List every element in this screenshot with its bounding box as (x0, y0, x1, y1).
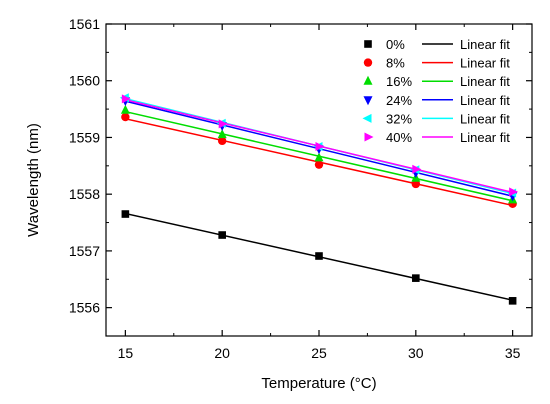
data-point-16pct (120, 104, 130, 114)
legend-marker-24pct (363, 96, 373, 106)
y-tick-label: 1556 (69, 300, 100, 316)
legend-fit-label-16pct: Linear fit (460, 74, 510, 89)
legend-label-32pct: 32% (386, 111, 412, 126)
x-tick-label: 30 (408, 345, 424, 361)
data-point-0pct (218, 231, 226, 239)
plot-area: 15 20 25 30 35 1556 1557 1558 1559 1560 1561 0% Line… (69, 16, 533, 361)
x-tick-label: 25 (311, 345, 327, 361)
data-point-8pct (121, 112, 130, 122)
x-tick-label: 20 (214, 345, 230, 361)
x-axis-label: Temperature (°C) (261, 375, 376, 392)
legend-fit-label-8pct: Linear fit (460, 56, 510, 71)
legend-fit-label-0pct: Linear fit (460, 37, 510, 52)
legend-marker-8pct (363, 58, 373, 67)
x-tick-label: 35 (505, 345, 521, 361)
legend-fit-label-40pct: Linear fit (460, 130, 510, 145)
x-tick-label: 15 (118, 345, 134, 361)
y-tick-label: 1559 (69, 129, 100, 145)
legend-marker-16pct (363, 75, 373, 85)
legend-marker-32pct (362, 113, 372, 123)
y-axis-label: Wavelength (nm) (25, 123, 42, 237)
data-point-0pct (121, 210, 130, 218)
data-point-8pct (411, 179, 421, 189)
plot-frame (105, 23, 533, 337)
data-point-0pct (412, 274, 420, 282)
data-point-16pct (314, 152, 324, 162)
y-tick-label: 1561 (69, 16, 100, 32)
legend-label-40pct: 40% (386, 130, 412, 145)
y-tick-label: 1557 (69, 243, 100, 259)
data-point-16pct (217, 129, 227, 139)
legend-fit-label-24pct: Linear fit (460, 93, 510, 108)
data-point-40pct (412, 164, 422, 174)
legend-label-0pct: 0% (386, 37, 405, 52)
legend-label-16pct: 16% (386, 74, 412, 89)
data-point-40pct (315, 142, 325, 152)
y-tick-label: 1558 (69, 186, 100, 202)
data-point-8pct (314, 160, 324, 169)
data-point-40pct (121, 94, 131, 104)
data-point-40pct (509, 187, 519, 197)
legend-label-8pct: 8% (386, 56, 405, 71)
data-point-0pct (315, 252, 323, 260)
legend-marker-0pct (364, 40, 372, 48)
data-point-0pct (508, 297, 517, 305)
legend-marker-40pct (364, 132, 374, 142)
legend-label-24pct: 24% (386, 93, 412, 108)
data-point-8pct (217, 136, 227, 146)
data-point-40pct (218, 119, 228, 129)
legend-fit-label-32pct: Linear fit (460, 111, 510, 126)
y-tick-label: 1560 (69, 73, 100, 89)
